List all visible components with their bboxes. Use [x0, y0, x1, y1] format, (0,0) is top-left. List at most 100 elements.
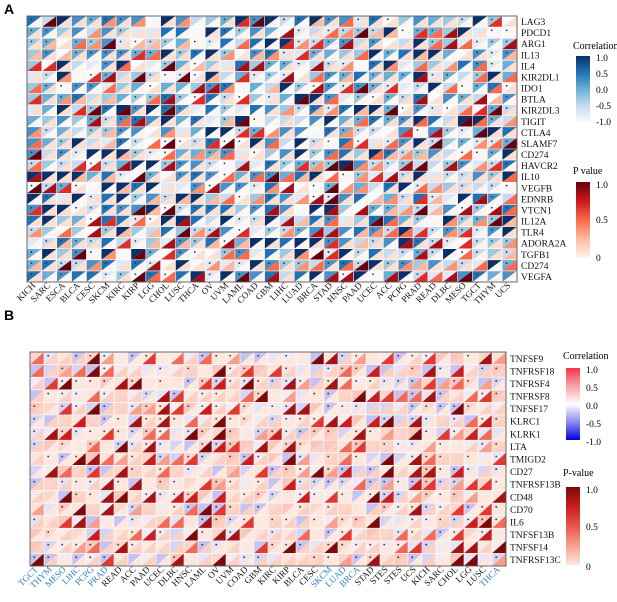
pvalue-triangle: [128, 377, 142, 390]
pvalue-triangle: [226, 377, 240, 390]
pvalue-triangle: [116, 126, 131, 138]
pvalue-triangle: [366, 528, 380, 541]
pvalue-triangle: [205, 259, 221, 271]
correlation-triangle: [366, 440, 380, 453]
correlation-triangle: [205, 126, 221, 138]
correlation-triangle: [101, 259, 117, 271]
pvalue-triangle: [383, 215, 399, 227]
correlation-triangle: [294, 27, 310, 39]
pvalue-triangle: [72, 490, 86, 504]
pvalue-triangle: [27, 38, 42, 50]
significance-dot: [282, 229, 285, 231]
pvalue-triangle: [502, 204, 517, 216]
pvalue-triangle: [114, 465, 128, 478]
pvalue-triangle: [184, 515, 198, 529]
pvalue-triangle: [436, 427, 450, 441]
pvalue-triangle: [27, 71, 42, 83]
significance-dot: [341, 518, 344, 521]
pvalue-triangle: [205, 237, 221, 249]
pvalue-triangle: [30, 364, 44, 378]
correlation-triangle: [234, 149, 250, 161]
panel-a-corr-tick-2: 0.0: [596, 86, 608, 96]
pvalue-triangle: [413, 215, 428, 227]
pvalue-triangle: [492, 377, 506, 390]
significance-dot: [341, 493, 344, 496]
pvalue-triangle: [198, 427, 212, 441]
pvalue-triangle: [427, 270, 443, 282]
correlation-triangle: [294, 60, 310, 72]
correlation-triangle: [394, 352, 408, 365]
pvalue-triangle: [323, 171, 339, 183]
correlation-triangle: [398, 204, 414, 216]
correlation-triangle: [249, 49, 265, 61]
correlation-triangle: [398, 215, 414, 227]
correlation-triangle: [170, 389, 184, 403]
correlation-triangle: [427, 149, 443, 161]
pvalue-triangle: [142, 477, 156, 491]
pvalue-triangle: [71, 215, 87, 227]
correlation-triangle: [190, 160, 206, 172]
pvalue-triangle: [398, 38, 414, 50]
pvalue-triangle: [100, 389, 114, 403]
correlation-triangle: [226, 465, 240, 478]
pvalue-triangle: [128, 465, 142, 478]
pvalue-triangle: [324, 490, 338, 504]
pvalue-triangle: [220, 182, 235, 194]
pvalue-triangle: [27, 115, 42, 127]
row-label: TNFRSF13B: [510, 481, 561, 491]
correlation-triangle: [487, 104, 503, 116]
significance-dot: [490, 151, 493, 154]
pvalue-triangle: [352, 540, 366, 554]
correlation-triangle: [282, 440, 296, 453]
significance-dot: [173, 493, 176, 496]
pvalue-triangle: [324, 477, 338, 491]
significance-dot: [327, 531, 330, 533]
correlation-triangle: [427, 248, 443, 260]
pvalue-triangle: [353, 27, 369, 39]
pvalue-triangle: [116, 82, 131, 94]
correlation-triangle: [368, 104, 384, 116]
significance-dot: [179, 262, 181, 265]
pvalue-triangle: [279, 237, 295, 249]
pvalue-triangle: [205, 82, 221, 94]
pvalue-triangle: [160, 204, 176, 216]
correlation-triangle: [279, 171, 295, 183]
significance-dot: [297, 107, 300, 109]
pvalue-triangle: [442, 49, 458, 61]
pvalue-triangle: [30, 465, 44, 478]
correlation-triangle: [130, 171, 146, 183]
row-label: TIGIT: [521, 118, 546, 128]
correlation-triangle: [101, 49, 117, 61]
pvalue-triangle: [72, 364, 86, 378]
significance-dot: [223, 84, 226, 87]
pvalue-triangle: [249, 182, 265, 194]
correlation-triangle: [130, 270, 146, 282]
correlation-triangle: [383, 270, 399, 282]
pvalue-triangle: [309, 226, 324, 238]
pvalue-triangle: [190, 71, 206, 83]
pvalue-triangle: [226, 553, 240, 566]
pvalue-triangle: [323, 16, 339, 28]
significance-dot: [89, 442, 92, 445]
correlation-triangle: [324, 540, 338, 554]
significance-dot: [119, 118, 122, 120]
pvalue-triangle: [220, 60, 235, 72]
correlation-triangle: [436, 440, 450, 453]
pvalue-triangle: [394, 465, 408, 478]
correlation-triangle: [478, 352, 492, 365]
pvalue-triangle: [296, 477, 310, 491]
correlation-triangle: [427, 171, 443, 183]
significance-dot: [89, 354, 92, 357]
significance-dot: [355, 367, 358, 370]
significance-dot: [490, 29, 493, 32]
correlation-triangle: [41, 60, 57, 72]
significance-dot: [282, 262, 285, 265]
pvalue-triangle: [282, 540, 296, 554]
significance-dot: [416, 173, 419, 176]
correlation-triangle: [338, 27, 354, 39]
correlation-triangle: [398, 160, 414, 172]
pvalue-triangle: [198, 490, 212, 504]
significance-dot: [299, 543, 302, 546]
pvalue-triangle: [170, 389, 184, 403]
pvalue-triangle: [436, 452, 450, 466]
